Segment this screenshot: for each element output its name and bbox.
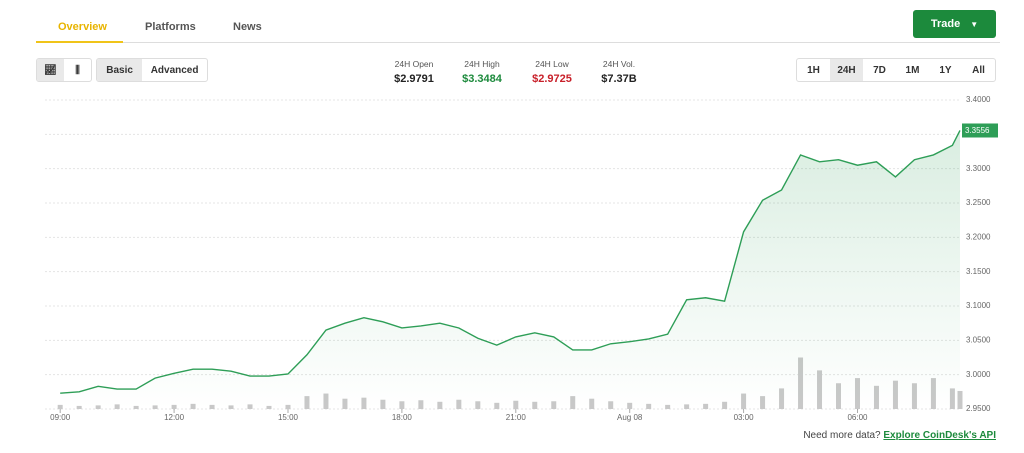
y-tick-label: 3.1500 xyxy=(966,267,991,276)
y-tick-label: 3.0000 xyxy=(966,370,991,379)
x-tick-label: 12:00 xyxy=(164,413,185,422)
line-icon[interactable]: 📈︎ xyxy=(37,59,64,81)
y-tick-label: 3.2000 xyxy=(966,232,991,241)
stat: 24H Vol. $7.37B xyxy=(584,59,654,85)
stat-value: $3.3484 xyxy=(462,73,502,85)
x-tick-label: 03:00 xyxy=(734,413,755,422)
x-tick-label: 06:00 xyxy=(847,413,868,422)
price-area xyxy=(60,130,961,409)
stat: 24H Low $2.9725 xyxy=(517,59,587,85)
y-tick-label: 3.3000 xyxy=(966,164,991,173)
candle-icon[interactable]: ⫼ xyxy=(75,64,80,76)
range-button[interactable]: 7D xyxy=(873,64,886,76)
api-link[interactable]: Explore CoinDesk's API xyxy=(883,430,996,441)
y-tick-label: 3.0500 xyxy=(966,335,991,344)
tab[interactable]: News xyxy=(233,21,262,33)
range-toggle: 1H 24H 7D 1M 1Y All xyxy=(796,58,996,82)
mode-toggle: Basic Advanced xyxy=(96,58,208,82)
mode-button[interactable]: Advanced xyxy=(150,64,199,76)
y-tick-label: 3.2500 xyxy=(966,198,991,207)
divider xyxy=(36,42,1000,43)
stat-label: 24H Low xyxy=(535,59,569,69)
stat-value: $2.9725 xyxy=(532,73,572,85)
stat-label: 24H Open xyxy=(394,59,434,69)
chart-type-toggle: 📈︎ ⫼ xyxy=(36,58,92,82)
tab[interactable]: Platforms xyxy=(145,21,196,33)
mode-button[interactable]: Basic xyxy=(97,59,143,81)
x-tick-label: 09:00 xyxy=(50,413,71,422)
stat-label: 24H High xyxy=(464,59,500,69)
footer: Need more data? Explore CoinDesk's API xyxy=(803,430,996,441)
x-tick-label: 21:00 xyxy=(506,413,527,422)
stat: 24H High $3.3484 xyxy=(447,59,517,85)
stat-value: $2.9791 xyxy=(394,73,434,85)
tab[interactable]: Overview xyxy=(58,21,107,33)
x-tick-label: Aug 08 xyxy=(617,413,643,422)
range-button[interactable]: All xyxy=(972,64,985,76)
y-tick-label: 3.4000 xyxy=(966,95,991,104)
last-price-box xyxy=(962,123,998,138)
trade-label: Trade xyxy=(930,18,961,30)
stat-value: $7.37B xyxy=(601,73,637,85)
stat-label: 24H Vol. xyxy=(602,59,636,69)
range-button[interactable]: 1M xyxy=(905,64,920,76)
caret: ▼ xyxy=(970,19,979,29)
last-price-label: 3.3556 xyxy=(965,126,990,135)
y-tick-label: 2.9500 xyxy=(966,404,991,413)
x-tick-label: 15:00 xyxy=(278,413,299,422)
y-tick-label: 3.1000 xyxy=(966,301,991,310)
range-button[interactable]: 24H xyxy=(830,59,863,81)
footer-prompt: Need more data? xyxy=(803,430,881,441)
range-button[interactable]: 1H xyxy=(807,64,820,76)
stat: 24H Open $2.9791 xyxy=(379,59,449,85)
tab-underline xyxy=(36,41,123,43)
price-line xyxy=(60,130,961,394)
x-tick-label: 18:00 xyxy=(392,413,413,422)
trade-button[interactable]: Trade ▼ xyxy=(913,10,996,38)
range-button[interactable]: 1Y xyxy=(939,64,952,76)
